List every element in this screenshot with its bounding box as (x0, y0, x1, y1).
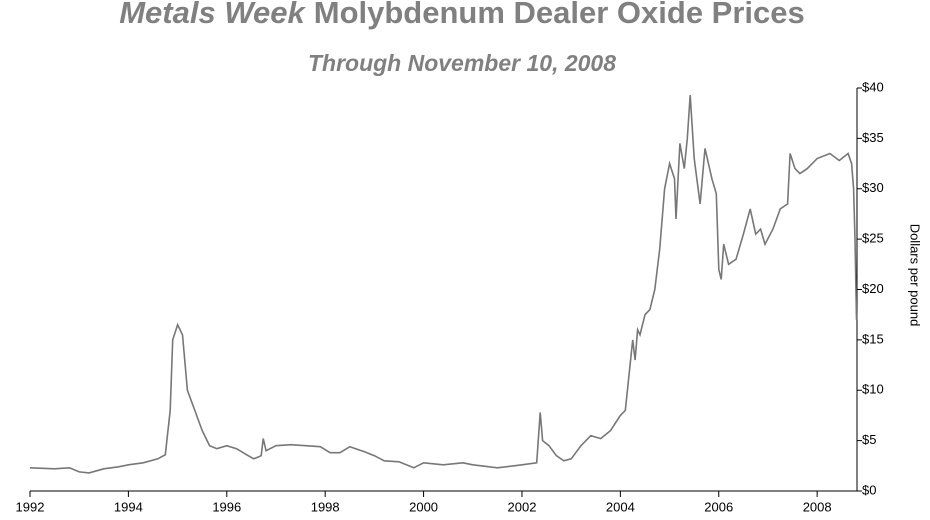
chart-subtitle: Through November 10, 2008 (308, 50, 616, 76)
price-line (29, 95, 858, 474)
x-tick-label: 2006 (704, 499, 733, 514)
y-tick-label: $15 (862, 331, 884, 346)
y-tick-label: $25 (862, 231, 884, 246)
chart-title: Metals Week Molybdenum Dealer Oxide Price… (119, 0, 805, 30)
y-tick-label: $10 (862, 382, 884, 397)
x-tick-label: 2002 (508, 499, 537, 514)
x-tick-label: 1998 (311, 499, 340, 514)
y-tick-label: $0 (862, 482, 876, 497)
title-italic: Metals Week (119, 0, 306, 30)
x-tick-label: 1994 (114, 499, 143, 514)
y-tick-label: $40 (862, 79, 884, 94)
x-tick-label: 2004 (606, 499, 635, 514)
x-tick-label: 2008 (803, 499, 832, 514)
y-tick-label: $35 (862, 130, 884, 145)
y-axis-label: Dollars per pound (908, 224, 923, 327)
y-tick-label: $20 (862, 281, 884, 296)
x-tick-label: 1996 (212, 499, 241, 514)
x-tick-label: 1992 (16, 499, 45, 514)
title-rest: Molybdenum Dealer Oxide Prices (314, 0, 805, 30)
y-tick-label: $5 (862, 432, 876, 447)
x-tick-label: 2000 (409, 499, 438, 514)
y-tick-label: $30 (862, 180, 884, 195)
